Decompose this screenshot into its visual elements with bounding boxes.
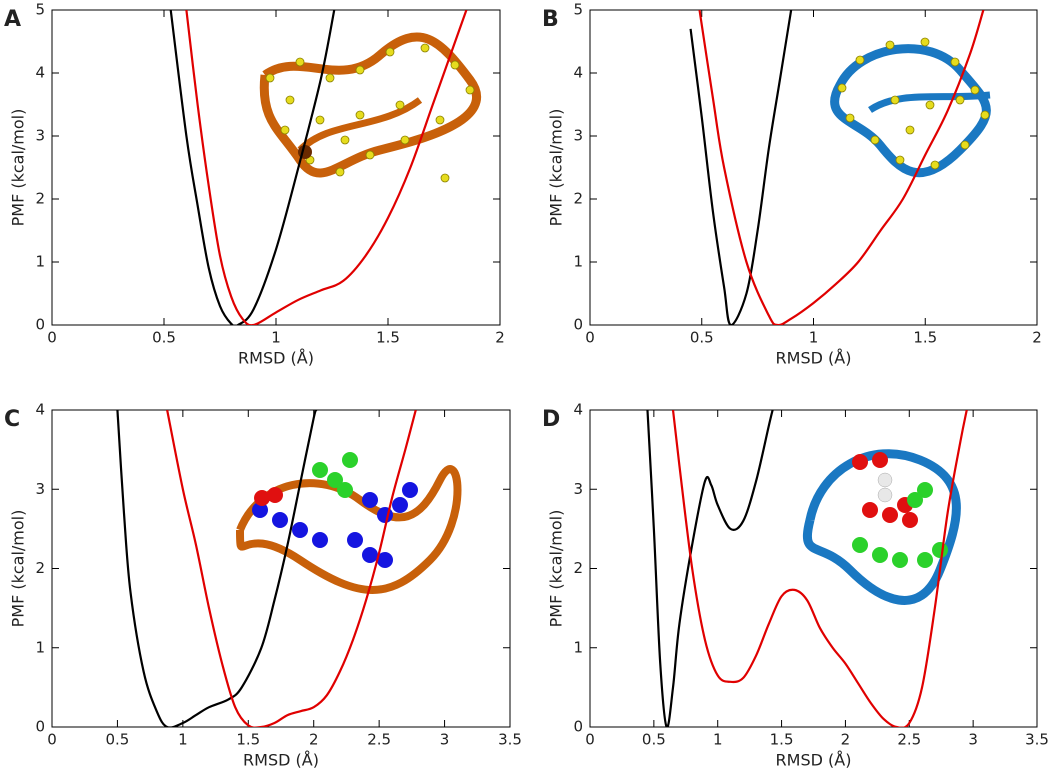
x-tick-label: 2 — [841, 731, 851, 749]
x-tick-label: 0.5 — [105, 731, 129, 749]
x-tick-label: 0 — [47, 731, 57, 749]
y-tick-label: 3 — [35, 480, 45, 498]
y-axis-title: PMF (kcal/mol) — [547, 109, 566, 227]
y-tick-label: 1 — [35, 638, 45, 656]
panel-letter: B — [542, 7, 559, 32]
x-axis-title: RMSD (Å) — [776, 751, 852, 770]
y-axis-title: PMF (kcal/mol) — [9, 109, 28, 227]
y-tick-label: 1 — [35, 253, 45, 271]
y-tick-label: 2 — [35, 190, 45, 208]
pmf-line — [166, 410, 417, 727]
x-tick-label: 1.5 — [770, 731, 794, 749]
x-tick-label: 1.5 — [236, 731, 260, 749]
pmf-line — [646, 410, 774, 727]
x-axis-title: RMSD (Å) — [776, 349, 852, 368]
x-tick-label: 0.5 — [152, 329, 176, 347]
pmf-line — [698, 10, 985, 325]
y-tick-label: 5 — [573, 1, 583, 19]
y-tick-label: 5 — [35, 1, 45, 19]
x-axis-title: RMSD (Å) — [243, 751, 319, 770]
x-tick-label: 3.5 — [1025, 731, 1049, 749]
plot-frame — [589, 409, 1038, 728]
panel-letter: C — [4, 407, 20, 432]
plot-frame — [51, 9, 501, 326]
x-tick-label: 1.5 — [913, 329, 937, 347]
x-tick-label: 0.5 — [642, 731, 666, 749]
y-tick-label: 3 — [573, 127, 583, 145]
y-tick-label: 0 — [573, 718, 583, 736]
x-tick-label: 0.5 — [690, 329, 714, 347]
x-tick-label: 1.5 — [376, 329, 400, 347]
y-tick-label: 4 — [35, 401, 45, 419]
panel-letter: D — [542, 407, 560, 432]
y-axis-title: PMF (kcal/mol) — [9, 510, 28, 628]
pmf-line — [671, 410, 968, 727]
x-tick-label: 2 — [1032, 329, 1042, 347]
pmf-line — [185, 10, 468, 325]
pmf-line — [689, 10, 793, 325]
x-tick-label: 0 — [585, 731, 595, 749]
y-tick-label: 4 — [573, 64, 583, 82]
x-tick-label: 2 — [495, 329, 505, 347]
y-tick-label: 1 — [573, 638, 583, 656]
x-tick-label: 1 — [809, 329, 819, 347]
structure-d — [802, 449, 961, 605]
structure-a — [259, 32, 482, 183]
structure-b — [830, 37, 991, 178]
x-tick-label: 3.5 — [498, 731, 522, 749]
x-tick-label: 0 — [585, 329, 595, 347]
x-tick-label: 2.5 — [897, 731, 921, 749]
x-tick-label: 3 — [440, 731, 450, 749]
pmf-line — [169, 10, 336, 325]
y-tick-label: 0 — [35, 718, 45, 736]
x-tick-label: 0 — [47, 329, 57, 347]
x-tick-label: 1 — [178, 731, 188, 749]
y-tick-label: 2 — [35, 559, 45, 577]
y-tick-label: 3 — [573, 480, 583, 498]
panel-letter: A — [4, 7, 21, 32]
structure-c — [236, 452, 462, 594]
y-tick-label: 2 — [573, 559, 583, 577]
pmf-line — [116, 410, 318, 727]
x-tick-label: 2.5 — [367, 731, 391, 749]
y-tick-label: 4 — [573, 401, 583, 419]
x-axis-title: RMSD (Å) — [238, 349, 314, 368]
y-axis-title: PMF (kcal/mol) — [547, 510, 566, 628]
x-tick-label: 1 — [271, 329, 281, 347]
y-tick-label: 4 — [35, 64, 45, 82]
y-tick-label: 0 — [35, 316, 45, 334]
x-tick-label: 2 — [309, 731, 319, 749]
y-tick-label: 1 — [573, 253, 583, 271]
y-tick-label: 3 — [35, 127, 45, 145]
x-tick-label: 3 — [968, 731, 978, 749]
x-tick-label: 1 — [713, 731, 723, 749]
y-tick-label: 0 — [573, 316, 583, 334]
y-tick-label: 2 — [573, 190, 583, 208]
